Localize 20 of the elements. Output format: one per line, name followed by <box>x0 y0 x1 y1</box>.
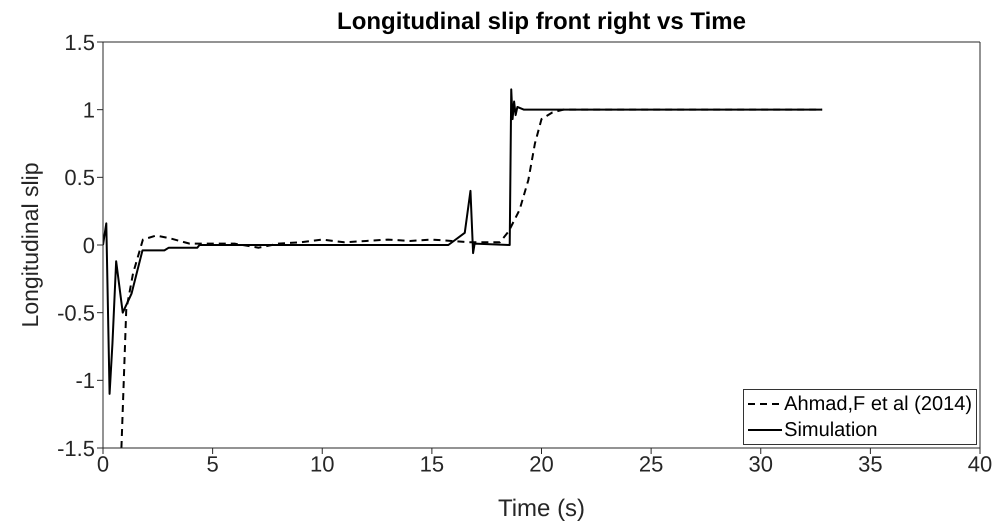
y-tick-label: -0.5 <box>57 300 95 326</box>
y-tick-label: 1 <box>82 97 95 122</box>
y-tick-label: -1 <box>75 368 95 394</box>
x-tick-label: 30 <box>748 452 773 477</box>
x-tick-label: 5 <box>206 452 219 477</box>
y-tick-label: -1.5 <box>57 436 95 461</box>
x-tick-label: 20 <box>529 452 554 477</box>
x-tick-label: 25 <box>638 452 664 477</box>
chart-title: Longitudinal slip front right vs Time <box>336 8 747 36</box>
legend-label: Simulation <box>784 418 878 443</box>
x-axis-title: Time (s) <box>498 495 586 522</box>
x-tick-label: 10 <box>310 452 334 477</box>
x-tick-label: 40 <box>968 452 992 477</box>
y-tick-label: 0.5 <box>64 165 95 190</box>
y-tick-label: 1.5 <box>64 30 95 55</box>
y-tick-label: 0 <box>82 232 95 258</box>
legend-label: Ahmad,F et al (2014) <box>784 392 972 417</box>
x-tick-label: 35 <box>858 452 883 477</box>
y-axis-title: Longitudinal slip <box>17 162 44 328</box>
x-tick-label: 15 <box>420 452 444 477</box>
